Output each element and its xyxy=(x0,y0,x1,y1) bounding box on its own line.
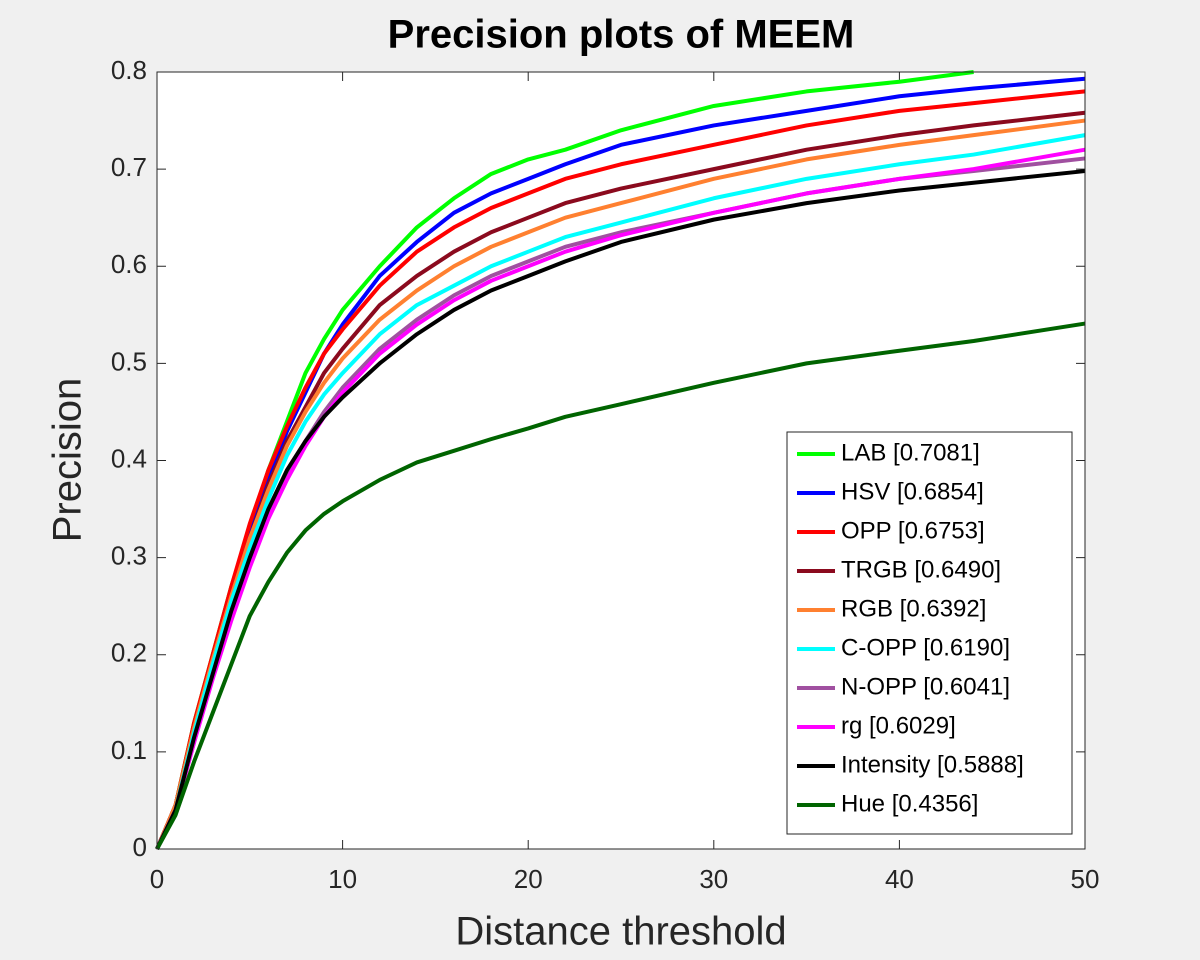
y-axis-label: Precision xyxy=(46,378,90,543)
y-tick-label: 0.7 xyxy=(111,152,147,182)
y-tick-label: 0.4 xyxy=(111,443,147,473)
y-tick-label: 0.5 xyxy=(111,346,147,376)
legend-label: RGB [0.6392] xyxy=(841,595,986,622)
x-tick-label: 0 xyxy=(150,864,164,894)
series-line xyxy=(155,89,1086,850)
y-tick-label: 0.8 xyxy=(111,55,147,85)
legend-label: Intensity [0.5888] xyxy=(841,751,1024,778)
legend-label: OPP [0.6753] xyxy=(841,517,985,544)
y-tick-label: 0.2 xyxy=(111,638,147,668)
x-tick-label: 30 xyxy=(699,864,728,894)
y-tick-label: 0.1 xyxy=(111,735,147,765)
chart-title: Precision plots of MEEM xyxy=(388,13,855,57)
legend-label: C-OPP [0.6190] xyxy=(841,634,1010,661)
x-tick-label: 50 xyxy=(1071,864,1100,894)
legend-label: HSV [0.6854] xyxy=(841,478,984,505)
legend-label: Hue [0.4356] xyxy=(841,790,978,817)
series-line xyxy=(155,133,1086,850)
legend-label: N-OPP [0.6041] xyxy=(841,673,1010,700)
x-tick-label: 20 xyxy=(514,864,543,894)
x-tick-label: 40 xyxy=(885,864,914,894)
legend-label: LAB [0.7081] xyxy=(841,439,980,466)
x-axis-label: Distance threshold xyxy=(455,910,786,954)
axes-box xyxy=(156,71,1086,850)
x-tick-label: 10 xyxy=(328,864,357,894)
y-tick-label: 0.3 xyxy=(111,541,147,571)
series-line xyxy=(155,321,1086,850)
legend-label: rg [0.6029] xyxy=(841,712,956,739)
series-line xyxy=(155,147,1086,850)
legend-label: TRGB [0.6490] xyxy=(841,556,1001,583)
y-tick-label: 0 xyxy=(133,832,147,862)
y-tick-label: 0.6 xyxy=(111,249,147,279)
series-line xyxy=(155,169,1086,850)
